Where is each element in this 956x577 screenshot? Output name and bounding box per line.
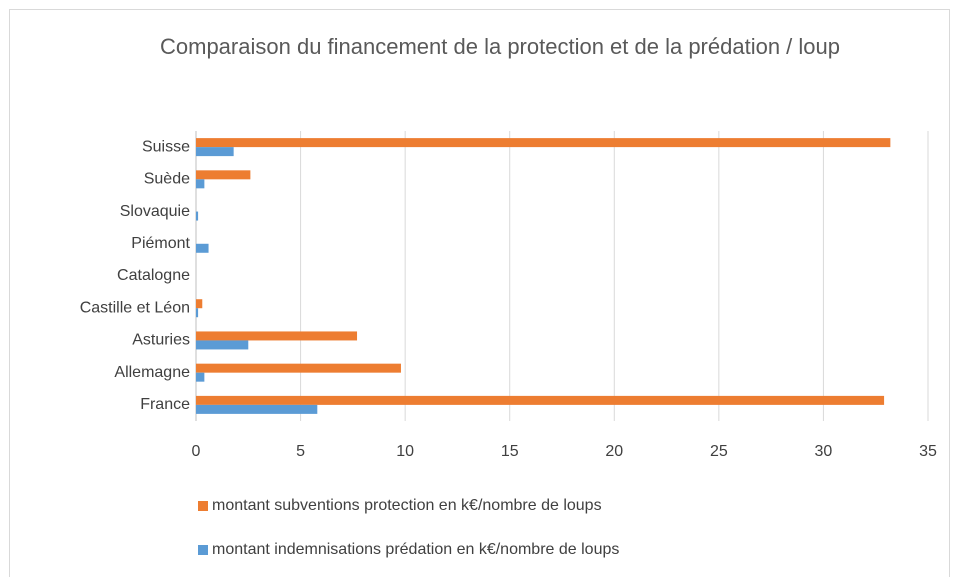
- bar: [196, 363, 401, 373]
- bar: [196, 308, 199, 318]
- bar: [196, 179, 205, 189]
- x-tick-label: 5: [296, 443, 305, 460]
- x-tick-label: 25: [710, 443, 728, 460]
- x-tick-label: 0: [192, 443, 201, 460]
- bar: [196, 170, 251, 180]
- x-tick-label: 20: [605, 443, 623, 460]
- legend-label: montant subventions protection en k€/nom…: [212, 497, 602, 514]
- bar: [196, 404, 318, 414]
- y-tick-label: Suède: [144, 171, 190, 188]
- bar: [196, 340, 249, 350]
- x-tick-label: 10: [396, 443, 414, 460]
- y-tick-label: Castille et Léon: [80, 299, 190, 316]
- x-tick-label: 30: [815, 443, 833, 460]
- y-tick-label: Catalogne: [117, 267, 190, 284]
- bar: [196, 331, 358, 341]
- y-tick-label: Slovaquie: [120, 203, 190, 220]
- chart-frame: [9, 9, 950, 577]
- x-tick-label: 15: [501, 443, 519, 460]
- bar: [196, 211, 199, 221]
- y-tick-label: Piémont: [131, 235, 190, 252]
- y-tick-label: Allemagne: [114, 364, 190, 381]
- bar: [196, 299, 203, 309]
- bar: [196, 147, 234, 157]
- chart-title: Comparaison du financement de la protect…: [160, 34, 840, 59]
- legend-swatch: [198, 501, 208, 511]
- y-tick-label: Suisse: [142, 138, 190, 155]
- bar: [196, 138, 891, 148]
- bar: [196, 372, 205, 382]
- y-tick-label: France: [140, 396, 190, 413]
- bar: [196, 395, 885, 405]
- legend-label: montant indemnisations prédation en k€/n…: [212, 541, 619, 558]
- bar: [196, 243, 209, 253]
- y-tick-label: Asturies: [132, 332, 190, 349]
- legend-swatch: [198, 545, 208, 555]
- x-tick-label: 35: [919, 443, 937, 460]
